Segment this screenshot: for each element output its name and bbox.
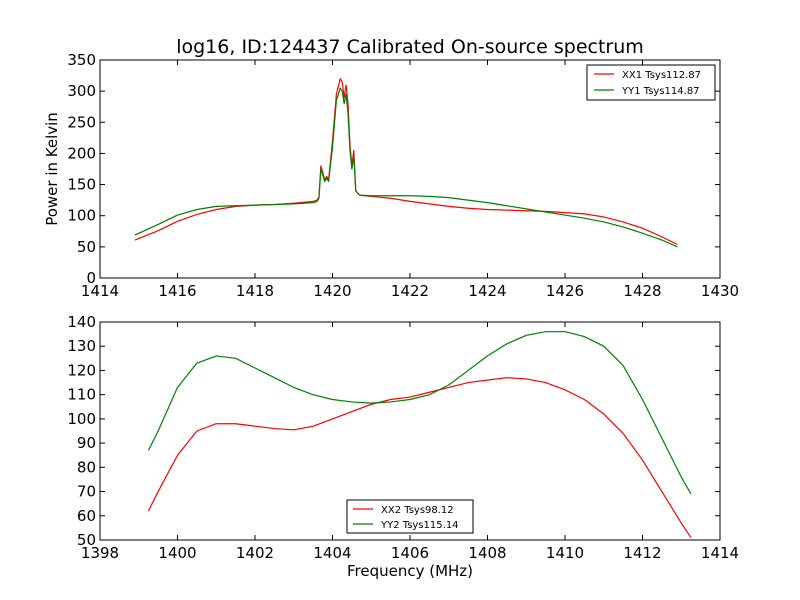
bottom-ytick-label: 110	[67, 386, 96, 404]
bottom-legend-label-yy2: YY2 Tsys115.14	[380, 520, 459, 531]
top-y-axis-label: Power in Kelvin	[43, 112, 61, 226]
top-xtick-label: 1416	[158, 282, 196, 300]
bottom-ytick-label: 50	[77, 531, 96, 549]
bottom-ytick-label: 60	[77, 507, 96, 525]
bottom-legend-label-xx2: XX2 Tsys98.12	[381, 505, 454, 516]
top-ytick-label: 250	[67, 113, 96, 131]
bottom-x-axis-label: Frequency (MHz)	[347, 562, 473, 580]
top-series-line-1	[134, 87, 678, 248]
top-xtick-label: 1414	[81, 282, 119, 300]
top-ytick-label: 100	[67, 207, 96, 225]
top-series-lines	[134, 78, 678, 248]
top-ytick-label: 50	[77, 238, 96, 256]
top-xtick-label: 1424	[468, 282, 506, 300]
top-ytick-label: 0	[86, 269, 96, 287]
top-xtick-label: 1422	[391, 282, 429, 300]
bottom-ytick-label: 130	[67, 337, 96, 355]
top-xtick-label: 1426	[546, 282, 584, 300]
bottom-xtick-label: 1412	[623, 544, 661, 562]
bottom-ytick-label: 80	[77, 458, 96, 476]
bottom-xtick-label: 1406	[391, 544, 429, 562]
top-legend-label-xx1: XX1 Tsys112.87	[622, 70, 701, 81]
bottom-xtick-label: 1414	[701, 544, 739, 562]
top-ticks: 1414 1416 1418 1420 1422 1424 1426 1428 1430 0 50 1…	[67, 51, 739, 300]
top-legend-box	[586, 64, 716, 101]
bottom-ytick-label: 140	[67, 313, 96, 331]
bottom-legend-box	[346, 499, 474, 534]
top-xtick-label: 1418	[236, 282, 274, 300]
top-ytick-label: 300	[67, 82, 96, 100]
bottom-xtick-label: 1398	[81, 544, 119, 562]
top-xtick-label: 1428	[623, 282, 661, 300]
bottom-ytick-label: 90	[77, 434, 96, 452]
bottom-xtick-label: 1400	[158, 544, 196, 562]
bottom-ytick-label: 120	[67, 361, 96, 379]
bottom-ytick-label: 100	[67, 410, 96, 428]
top-ytick-label: 150	[67, 176, 96, 194]
bottom-ytick-label: 70	[77, 483, 96, 501]
top-legend-label-yy1: YY1 Tsys114.87	[621, 86, 700, 97]
bottom-ticks: 1398 1400 1402 1404 1406 1408 1410 1412 1414 50 60…	[67, 313, 739, 562]
bottom-subplot: 1398 1400 1402 1404 1406 1408 1410 1412 1414 50 60…	[67, 313, 739, 580]
bottom-series-line-1	[147, 331, 692, 495]
bottom-series-line-0	[147, 377, 692, 538]
top-legend: XX1 Tsys112.87 YY1 Tsys114.87	[586, 64, 716, 101]
bottom-series-lines	[147, 331, 692, 538]
bottom-xtick-label: 1410	[546, 544, 584, 562]
top-ytick-label: 350	[67, 51, 96, 69]
bottom-xtick-label: 1408	[468, 544, 506, 562]
top-subplot: 1414 1416 1418 1420 1422 1424 1426 1428 1430 0 50 1…	[43, 51, 739, 300]
bottom-xtick-label: 1404	[313, 544, 351, 562]
figure-title: log16, ID:124437 Calibrated On-source sp…	[176, 36, 644, 58]
bottom-legend: XX2 Tsys98.12 YY2 Tsys115.14	[346, 499, 474, 534]
bottom-xtick-label: 1402	[236, 544, 274, 562]
top-xtick-label: 1430	[701, 282, 739, 300]
top-ytick-label: 200	[67, 144, 96, 162]
top-xtick-label: 1420	[313, 282, 351, 300]
